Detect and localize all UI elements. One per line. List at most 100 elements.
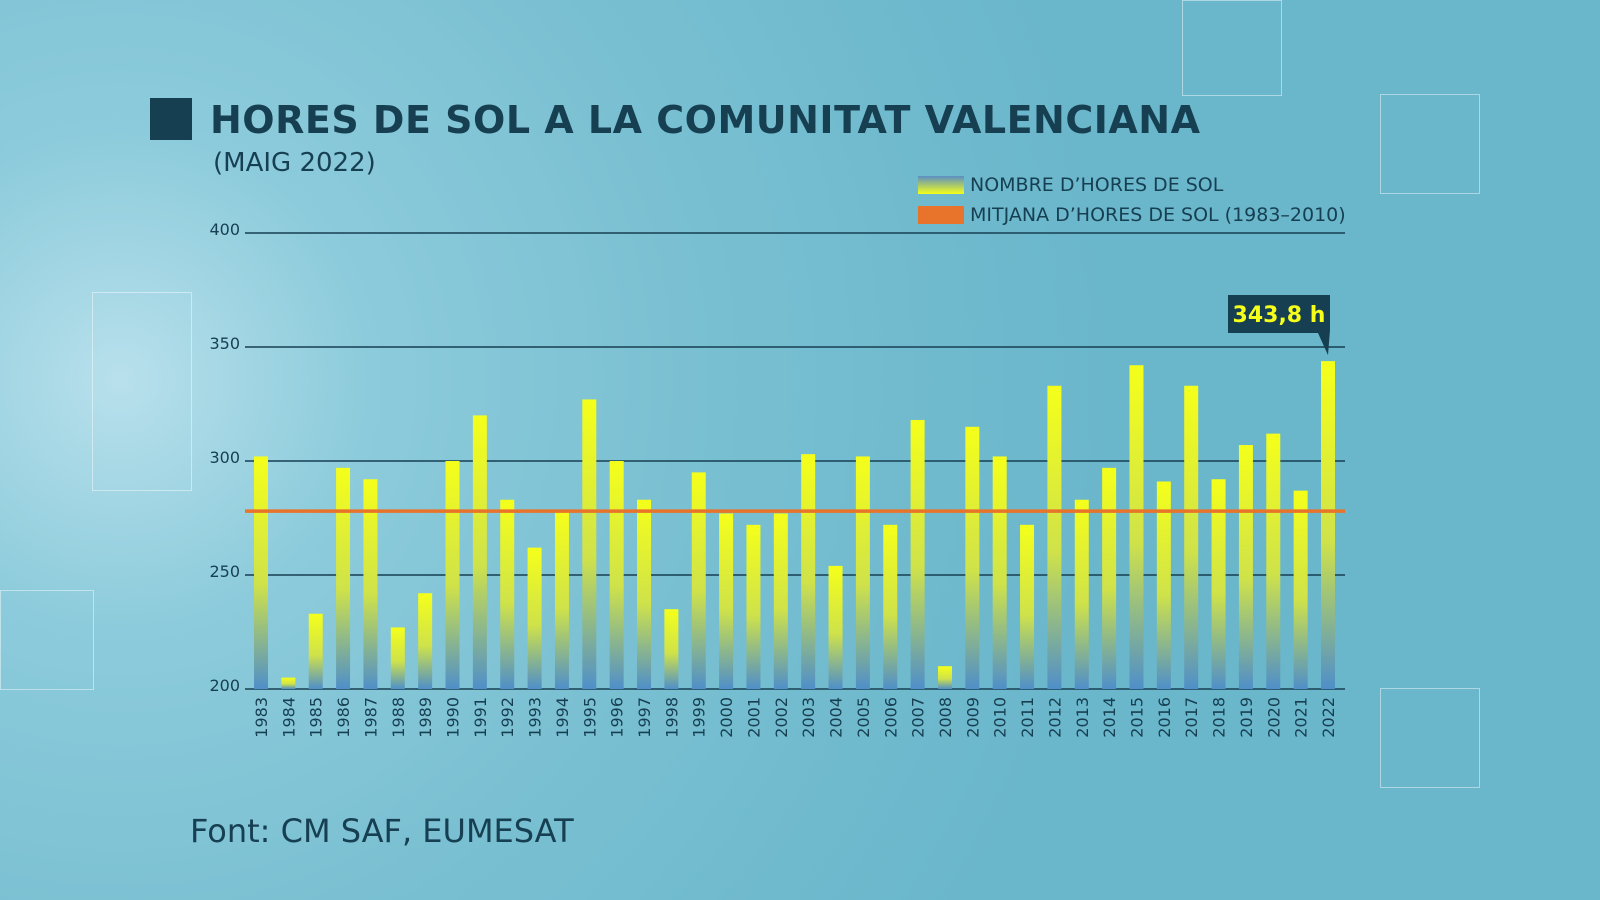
x-tick-label: 1994: [553, 697, 572, 738]
x-tick-label: 2005: [854, 697, 873, 738]
bar-2000: [719, 513, 734, 689]
bar-1986: [336, 467, 351, 689]
x-tick-label: 2006: [881, 697, 900, 738]
bar-2017: [1184, 385, 1199, 689]
decor-panel: [1182, 0, 1282, 96]
x-tick-label: 2018: [1210, 697, 1229, 738]
x-tick-label: 2021: [1292, 697, 1311, 738]
annotation-label: 343,8 h: [1233, 303, 1326, 328]
bar-1995: [582, 399, 597, 689]
x-tick-label: 1989: [416, 697, 435, 738]
x-tick-label: 2010: [991, 697, 1010, 738]
x-tick-label: 2002: [772, 697, 791, 738]
x-tick-label: 1986: [334, 697, 353, 738]
x-tick-label: 2012: [1045, 697, 1064, 738]
bar-2003: [801, 454, 816, 689]
x-tick-label: 1997: [635, 697, 654, 738]
bar-1983: [254, 456, 268, 689]
legend-swatch-mean: [918, 206, 964, 224]
x-tick-label: 2014: [1100, 697, 1119, 738]
x-tick-label: 2008: [936, 697, 955, 738]
bar-2010: [992, 456, 1007, 689]
legend-label-mean: MITJANA D’HORES DE SOL (1983–2010): [970, 204, 1346, 226]
x-tick-label: 1988: [389, 697, 408, 738]
y-tick-label: 250: [209, 562, 240, 581]
x-tick-label: 2003: [799, 697, 818, 738]
y-tick-label: 300: [209, 448, 240, 467]
bar-1992: [500, 499, 515, 689]
x-tick-label: 1999: [690, 697, 709, 738]
x-tick-label: 2004: [827, 697, 846, 738]
x-tick-label: 1987: [361, 697, 380, 738]
x-tick-label: 1993: [526, 697, 545, 738]
bar-2005: [855, 456, 870, 689]
x-tick-label: 2016: [1155, 697, 1174, 738]
x-tick-label: 1998: [662, 697, 681, 738]
bar-2013: [1074, 499, 1089, 689]
y-tick-label: 350: [209, 334, 240, 353]
bar-2016: [1156, 481, 1171, 689]
bar-2015: [1129, 365, 1144, 689]
bar-2006: [883, 524, 898, 689]
x-tick-label: 1991: [471, 697, 490, 738]
bar-2012: [1047, 385, 1062, 689]
bar-1984: [281, 677, 296, 689]
bar-2020: [1266, 433, 1281, 689]
decor-panel: [92, 292, 192, 491]
y-tick-label: 400: [209, 220, 240, 239]
x-tick-label: 2019: [1237, 697, 1256, 738]
title-marker: [150, 98, 192, 140]
x-tick-label: 2007: [909, 697, 928, 738]
bar-2008: [937, 666, 952, 689]
x-tick-label: 1984: [279, 697, 298, 738]
x-tick-label: 1992: [498, 697, 517, 738]
x-tick-label: 1985: [307, 697, 326, 738]
x-tick-label: 1983: [252, 697, 271, 738]
decor-panel: [0, 590, 94, 690]
bar-1988: [390, 627, 405, 689]
y-tick-label: 200: [209, 676, 240, 695]
chart-title: HORES DE SOL A LA COMUNITAT VALENCIANA: [210, 98, 1201, 142]
bar-2011: [1020, 524, 1035, 689]
bar-1993: [527, 547, 542, 689]
bar-1991: [472, 415, 487, 689]
source-note: Font: CM SAF, EUMESAT: [190, 812, 574, 850]
bar-2014: [1102, 467, 1117, 689]
bar-1994: [554, 511, 569, 689]
bar-2002: [773, 513, 788, 689]
x-tick-label: 2011: [1018, 697, 1037, 738]
bar-1999: [691, 472, 706, 689]
x-tick-label: 2013: [1073, 697, 1092, 738]
bar-2021: [1293, 490, 1308, 689]
x-tick-label: 2009: [963, 697, 982, 738]
annotation-callout: [1228, 295, 1330, 356]
bar-1987: [363, 479, 378, 689]
bar-2018: [1211, 479, 1226, 689]
legend-item-bars: NOMBRE D’HORES DE SOL: [918, 174, 1223, 196]
bar-1989: [418, 593, 433, 689]
bar-2019: [1238, 445, 1253, 689]
bar-2022: [1321, 361, 1335, 689]
x-tick-label: 1996: [608, 697, 627, 738]
bar-1998: [664, 609, 679, 689]
legend-swatch-bars: [918, 176, 964, 194]
x-tick-label: 1990: [444, 697, 463, 738]
decor-panel: [1380, 688, 1480, 788]
x-tick-label: 2020: [1264, 697, 1283, 738]
bar-1997: [637, 499, 652, 689]
legend-item-mean: MITJANA D’HORES DE SOL (1983–2010): [918, 204, 1346, 226]
bar-1985: [308, 613, 323, 689]
bar-2001: [746, 524, 761, 689]
x-tick-label: 2022: [1319, 697, 1338, 738]
bar-1996: [609, 461, 624, 689]
x-tick-label: 2015: [1127, 697, 1146, 738]
x-tick-label: 1995: [580, 697, 599, 738]
x-tick-label: 2001: [744, 697, 763, 738]
bar-2009: [965, 426, 980, 689]
chart-subtitle: (MAIG 2022): [213, 148, 376, 178]
bar-1990: [445, 461, 460, 689]
bar-2007: [910, 419, 925, 689]
legend-label-bars: NOMBRE D’HORES DE SOL: [970, 174, 1224, 196]
x-tick-label: 2017: [1182, 697, 1201, 738]
